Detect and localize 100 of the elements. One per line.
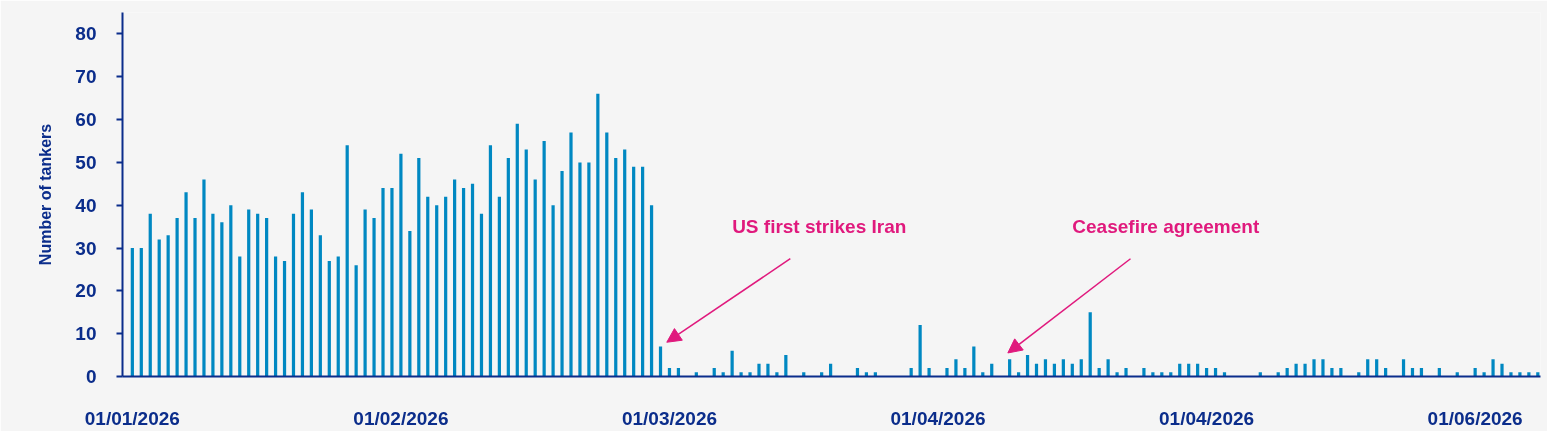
bar (1008, 359, 1012, 377)
bar (130, 248, 134, 377)
bar (766, 363, 770, 377)
bar (399, 153, 403, 377)
bar (784, 355, 788, 377)
bar (327, 260, 331, 377)
bar (918, 325, 922, 377)
bar (202, 179, 206, 377)
bar (730, 350, 734, 377)
bar (945, 367, 949, 377)
bar (444, 196, 448, 377)
bar (775, 372, 779, 377)
bar (605, 132, 609, 377)
bar (1518, 372, 1522, 377)
bar (479, 213, 484, 377)
bar (569, 132, 573, 377)
bar (488, 145, 493, 377)
bar (506, 158, 510, 377)
bar (157, 239, 161, 377)
bar (1491, 359, 1495, 377)
y-tick-label: 40 (75, 194, 97, 216)
bar (1043, 359, 1048, 377)
y-tick-label: 60 (75, 109, 97, 131)
bar (1375, 359, 1379, 377)
bar (649, 205, 654, 377)
bar (417, 158, 421, 377)
bar (453, 179, 457, 377)
bar (300, 192, 305, 377)
bar (1482, 372, 1486, 377)
bar (1312, 359, 1316, 377)
bar (175, 218, 179, 377)
bar (1106, 359, 1110, 377)
bar (220, 222, 224, 377)
bar (587, 162, 591, 377)
bar (1115, 372, 1119, 377)
bar (193, 218, 197, 377)
bar (497, 196, 501, 377)
bar (1025, 355, 1030, 377)
bar (560, 170, 564, 377)
bar (1366, 359, 1370, 377)
x-tick-label: 01/04/2026 (890, 407, 986, 429)
bar (256, 213, 260, 377)
x-tick-label: 01/04/2026 (1159, 407, 1255, 429)
bar (524, 149, 528, 377)
bar (354, 265, 358, 377)
bar (247, 209, 251, 377)
bar (282, 260, 287, 377)
bar (658, 346, 663, 377)
y-tick-label: 20 (75, 280, 97, 302)
y-tick-label: 0 (85, 366, 97, 387)
bar (1294, 363, 1298, 377)
bar (318, 235, 322, 377)
bar (954, 359, 958, 377)
bar (148, 213, 152, 377)
y-tick-label: 50 (75, 151, 97, 173)
bar (363, 209, 367, 377)
bar (515, 123, 519, 377)
bar (551, 205, 555, 377)
bar (1500, 363, 1504, 377)
bar (542, 140, 546, 377)
bar (623, 149, 627, 377)
bar (265, 218, 269, 377)
bar (1088, 312, 1092, 377)
bar (972, 346, 976, 377)
bar (1079, 359, 1083, 377)
x-tick-label: 01/02/2026 (353, 407, 449, 429)
bar (1303, 363, 1307, 377)
bar (470, 183, 475, 377)
bar (336, 256, 340, 377)
bar (533, 179, 537, 377)
bar (390, 188, 394, 377)
bar (1330, 367, 1334, 377)
bar (578, 162, 582, 377)
bar (408, 230, 412, 377)
bar (184, 192, 188, 377)
bar (166, 235, 170, 377)
x-tick-label: 01/03/2026 (621, 407, 718, 429)
bar (345, 145, 349, 377)
bar (273, 256, 278, 377)
bar (1142, 367, 1146, 377)
y-tick-label: 30 (75, 237, 97, 259)
annotation: US first strikes Iran (732, 216, 907, 238)
bar (426, 196, 430, 377)
bar (211, 213, 215, 377)
bar (381, 188, 385, 377)
bar (139, 248, 143, 377)
bar (1321, 359, 1325, 377)
y-tick-label: 70 (75, 66, 97, 88)
bar (927, 367, 931, 377)
x-tick-label: 01/01/2026 (84, 407, 180, 429)
bar (632, 166, 636, 377)
bar (1401, 359, 1406, 377)
bar (596, 93, 600, 377)
bar (238, 256, 242, 377)
y-tick-label: 80 (75, 23, 97, 45)
bar (1061, 359, 1065, 377)
bar (748, 372, 752, 377)
bar (461, 188, 466, 377)
bar (641, 166, 645, 377)
bar (614, 158, 618, 377)
